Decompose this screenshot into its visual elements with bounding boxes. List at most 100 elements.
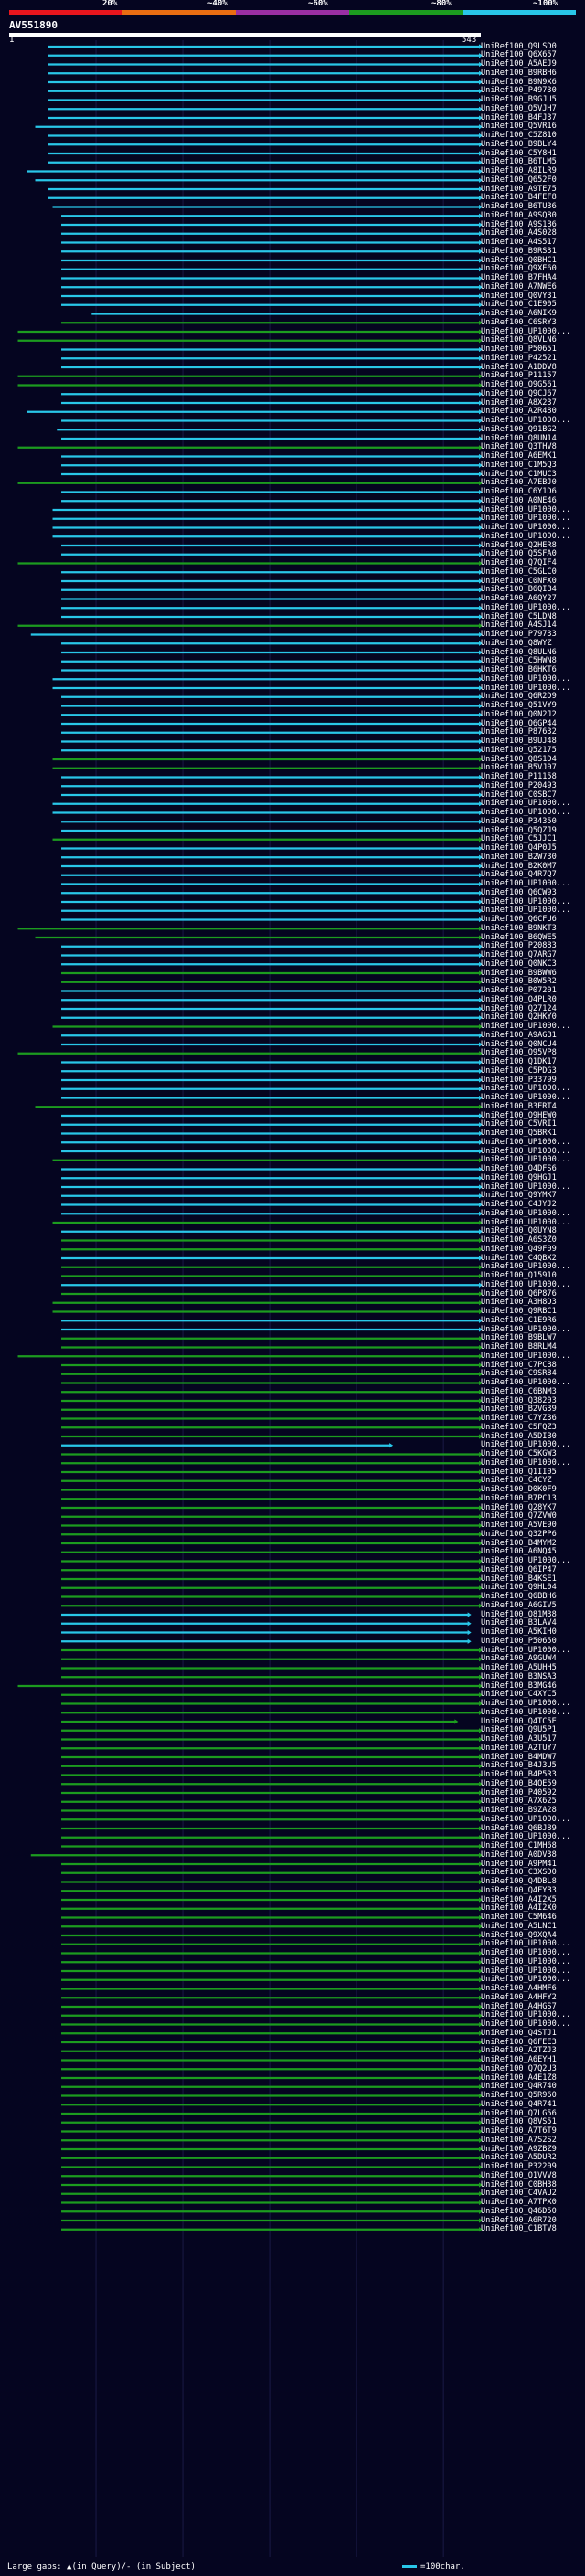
hit-label[interactable]: UniRef100_Q9HEW0 [481,1110,557,1120]
hit-label[interactable]: UniRef100_A5UHH5 [481,1663,557,1672]
hit-label[interactable]: UniRef100_Q0N2J2 [481,709,557,719]
hit-label[interactable]: UniRef100_B3ERT4 [481,1101,557,1111]
hit-label[interactable]: UniRef100_P32209 [481,2162,557,2171]
hit-label[interactable]: UniRef100_Q6CW93 [481,887,557,897]
hit-label[interactable]: UniRef100_A6QY27 [481,594,557,603]
hit-label[interactable]: UniRef100_C6SRY3 [481,317,557,327]
hit-label[interactable]: UniRef100_Q5BRK1 [481,1129,557,1138]
hit-label[interactable]: UniRef100_A5KIH0 [481,1627,557,1637]
hit-label[interactable]: UniRef100_A4S517 [481,238,557,247]
hit-label[interactable]: UniRef100_A4HFY2 [481,1992,557,2002]
hit-label[interactable]: UniRef100_C0NFX0 [481,576,557,586]
hit-label[interactable]: UniRef100_UP1000... [481,799,571,809]
hit-label[interactable]: UniRef100_Q81M38 [481,1609,557,1619]
hit-label[interactable]: UniRef100_Q6R2D9 [481,692,557,702]
hit-label[interactable]: UniRef100_P33799 [481,1075,557,1085]
hit-label[interactable]: UniRef100_Q7Q2U3 [481,2063,557,2073]
hit-label[interactable]: UniRef100_UP1000... [481,416,571,425]
hit-label[interactable]: UniRef100_C9SR84 [481,1369,557,1379]
hit-label[interactable]: UniRef100_Q51VY9 [481,701,557,710]
hit-label[interactable]: UniRef100_A6NIK9 [481,309,557,318]
hit-label[interactable]: UniRef100_P20493 [481,780,557,790]
hit-label[interactable]: UniRef100_UP1000... [481,1262,571,1272]
hit-label[interactable]: UniRef100_UP1000... [481,1208,571,1218]
hit-label[interactable]: UniRef100_UP1000... [481,504,571,514]
hit-label[interactable]: UniRef100_UP1000... [481,1814,571,1824]
hit-label[interactable]: UniRef100_Q6CFU6 [481,915,557,924]
hit-label[interactable]: UniRef100_Q6X657 [481,50,557,60]
hit-label[interactable]: UniRef100_C0BH38 [481,2179,557,2189]
hit-label[interactable]: UniRef100_B2W730 [481,852,557,862]
hit-label[interactable]: UniRef100_C4XYC5 [481,1690,557,1700]
hit-label[interactable]: UniRef100_C7PCB8 [481,1360,557,1370]
hit-label[interactable]: UniRef100_P42521 [481,353,557,363]
hit-label[interactable]: UniRef100_B9BLY4 [481,139,557,149]
hit-label[interactable]: UniRef100_Q4R7Q7 [481,870,557,880]
hit-label[interactable]: UniRef100_B2VG39 [481,1405,557,1415]
hit-label[interactable]: UniRef100_A7X625 [481,1797,557,1807]
hit-label[interactable]: UniRef100_C5Z810 [481,131,557,140]
hit-label[interactable]: UniRef100_Q2HER8 [481,540,557,550]
hit-label[interactable]: UniRef100_Q0NKC3 [481,959,557,969]
hit-label[interactable]: UniRef100_Q8WYZ [481,638,552,648]
hit-label[interactable]: UniRef100_A4HGS7 [481,2001,557,2011]
hit-label[interactable]: UniRef100_C1E9R6 [481,1315,557,1325]
hit-label[interactable]: UniRef100_A0DV38 [481,1850,557,1860]
hit-label[interactable]: UniRef100_C4JYJ2 [481,1200,557,1209]
hit-label[interactable]: UniRef100_A9PM41 [481,1859,557,1869]
hit-label[interactable]: UniRef100_A5LNC1 [481,1921,557,1931]
hit-label[interactable]: UniRef100_UP1000... [481,673,571,684]
hit-label[interactable]: UniRef100_UP1000... [481,1939,571,1949]
hit-label[interactable]: UniRef100_C1BTV8 [481,2224,557,2234]
hit-label[interactable]: UniRef100_C5JJC1 [481,834,557,844]
hit-label[interactable]: UniRef100_Q6BJ89 [481,1823,557,1833]
hit-label[interactable]: UniRef100_A8ILR9 [481,166,557,175]
hit-label[interactable]: UniRef100_UP1000... [481,1948,571,1957]
hit-label[interactable]: UniRef100_A9ZBZ9 [481,2144,557,2154]
hit-label[interactable]: UniRef100_C4CYZ [481,1476,552,1486]
hit-label[interactable]: UniRef100_Q6IP47 [481,1564,557,1574]
hit-label[interactable]: UniRef100_UP1000... [481,1084,571,1094]
hit-label[interactable]: UniRef100_B9BLW7 [481,1333,557,1343]
hit-label[interactable]: UniRef100_C1MUC3 [481,469,557,479]
hit-label[interactable]: UniRef100_Q7ARG7 [481,950,557,959]
hit-label[interactable]: UniRef100_Q4P0J5 [481,843,557,853]
hit-label[interactable]: UniRef100_Q8VLN6 [481,335,557,345]
hit-label[interactable]: UniRef100_Q4FYB3 [481,1885,557,1895]
hit-label[interactable]: UniRef100_A6GIV5 [481,1600,557,1610]
hit-label[interactable]: UniRef100_B8RLM4 [481,1342,557,1352]
hit-label[interactable]: UniRef100_UP1000... [481,1022,571,1031]
hit-label[interactable]: UniRef100_A6R720 [481,2215,557,2225]
hit-label[interactable]: UniRef100_C5HWN8 [481,656,557,666]
hit-label[interactable]: UniRef100_Q4DFS6 [481,1164,557,1173]
hit-label[interactable]: UniRef100_UP1000... [481,326,571,336]
hit-label[interactable]: UniRef100_UP1000... [481,514,571,524]
hit-label[interactable]: UniRef100_UP1000... [481,1155,571,1165]
hit-label[interactable]: UniRef100_Q9U5P1 [481,1725,557,1735]
hit-label[interactable]: UniRef100_Q1II05 [481,1467,557,1477]
hit-label[interactable]: UniRef100_C5PDG3 [481,1065,557,1076]
hit-label[interactable]: UniRef100_A9GUW4 [481,1654,557,1664]
hit-label[interactable]: UniRef100_Q4R741 [481,2099,557,2109]
hit-label[interactable]: UniRef100_UP1000... [481,1137,571,1147]
hit-label[interactable]: UniRef100_Q91BG2 [481,424,557,434]
hit-label[interactable]: UniRef100_Q9HL04 [481,1583,557,1593]
hit-label[interactable]: UniRef100_A9SQ80 [481,210,557,220]
hit-label[interactable]: UniRef100_Q0BHC1 [481,255,557,265]
hit-label[interactable]: UniRef100_UP1000... [481,602,571,612]
hit-label[interactable]: UniRef100_Q9G561 [481,380,557,389]
hit-label[interactable]: UniRef100_B6TU36 [481,202,557,211]
hit-label[interactable]: UniRef100_A2R480 [481,407,557,417]
hit-label[interactable]: UniRef100_Q28YK7 [481,1502,557,1512]
hit-label[interactable]: UniRef100_Q7LG56 [481,2108,557,2118]
hit-label[interactable]: UniRef100_A9S1B6 [481,219,557,229]
hit-label[interactable]: UniRef100_UP1000... [481,1707,571,1717]
hit-label[interactable]: UniRef100_P50650 [481,1636,557,1646]
hit-label[interactable]: UniRef100_Q4R740 [481,2082,557,2092]
hit-label[interactable]: UniRef100_B4J3U5 [481,1761,557,1771]
hit-label[interactable]: UniRef100_UP1000... [481,1146,571,1156]
hit-label[interactable]: UniRef100_UP1000... [481,1645,571,1655]
hit-label[interactable]: UniRef100_A2TZJ3 [481,2046,557,2056]
hit-label[interactable]: UniRef100_Q1VVV8 [481,2170,557,2180]
hit-label[interactable]: UniRef100_UP1000... [481,1093,571,1102]
